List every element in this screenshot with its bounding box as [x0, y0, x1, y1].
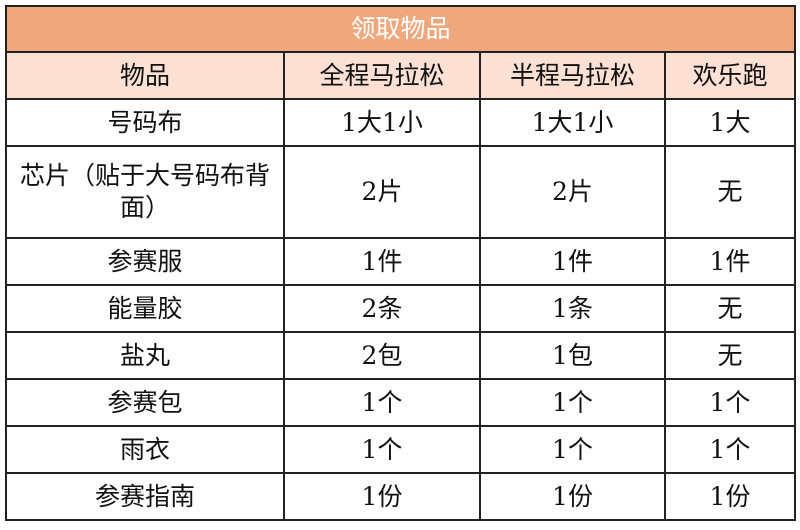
quantity-cell: 1份	[663, 472, 797, 521]
table-row: 号码布 1大1小 1大1小 1大	[5, 98, 797, 147]
quantity-cell: 无	[663, 284, 797, 333]
table-row: 参赛服 1件 1件 1件	[5, 237, 797, 286]
quantity-cell: 2条	[283, 284, 481, 333]
table-title: 领取物品	[4, 5, 797, 53]
table-row: 参赛包 1个 1个 1个	[5, 378, 797, 427]
quantity-cell: 1个	[283, 378, 481, 427]
quantity-cell: 无	[663, 331, 797, 380]
quantity-cell: 1份	[283, 472, 481, 521]
title-row: 领取物品	[4, 5, 797, 53]
column-header-fun-run: 欢乐跑	[663, 51, 797, 100]
item-name-cell: 号码布	[5, 98, 285, 147]
quantity-cell: 1个	[283, 425, 481, 474]
item-name-cell: 参赛包	[5, 378, 285, 427]
item-name-cell: 盐丸	[5, 331, 285, 380]
item-name-cell: 参赛指南	[5, 472, 285, 521]
quantity-cell: 1大1小	[283, 98, 481, 147]
quantity-cell: 1大1小	[479, 98, 666, 147]
item-name-cell: 参赛服	[5, 237, 285, 286]
quantity-cell: 2包	[283, 331, 481, 380]
column-header-item: 物品	[5, 51, 285, 100]
column-header-full-marathon: 全程马拉松	[283, 51, 481, 100]
quantity-cell: 1大	[663, 98, 797, 147]
quantity-cell: 1个	[479, 378, 666, 427]
column-header-half-marathon: 半程马拉松	[479, 51, 666, 100]
quantity-cell: 1包	[479, 331, 666, 380]
quantity-cell: 1件	[663, 237, 797, 286]
quantity-cell: 1个	[663, 378, 797, 427]
quantity-cell: 1件	[479, 237, 666, 286]
table-row: 参赛指南 1份 1份 1份	[5, 472, 797, 521]
quantity-cell: 1条	[479, 284, 666, 333]
quantity-cell: 2片	[479, 145, 666, 239]
quantity-cell: 无	[663, 145, 797, 239]
item-name-cell: 能量胶	[5, 284, 285, 333]
table-row: 能量胶 2条 1条无	[5, 284, 797, 333]
quantity-cell: 2片	[283, 145, 481, 239]
quantity-cell: 1件	[283, 237, 481, 286]
items-table: 领取物品 物品 全程马拉松 半程马拉松 欢乐跑 号码布 1大1小 1大1小 1大 芯片（…	[4, 5, 797, 521]
quantity-cell: 1个	[479, 425, 666, 474]
table-row: 盐丸 2包 1包无	[5, 331, 797, 380]
table-row: 雨衣 1个 1个 1个	[5, 425, 797, 474]
table-row: 芯片（贴于大号码布背面） 2片 2片无	[5, 145, 797, 239]
header-row: 物品 全程马拉松 半程马拉松 欢乐跑	[5, 51, 797, 100]
quantity-cell: 1个	[663, 425, 797, 474]
item-name-cell: 芯片（贴于大号码布背面）	[5, 145, 285, 239]
quantity-cell: 1份	[479, 472, 666, 521]
item-name-cell: 雨衣	[5, 425, 285, 474]
